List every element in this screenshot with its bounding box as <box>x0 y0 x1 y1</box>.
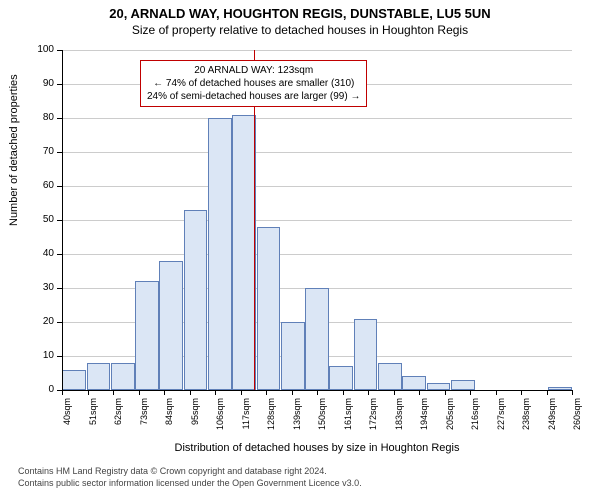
histogram-bar <box>184 210 208 390</box>
y-tick-label: 50 <box>28 214 54 225</box>
y-tick-label: 100 <box>28 44 54 55</box>
histogram-bar <box>305 288 329 390</box>
histogram-bar <box>87 363 111 390</box>
y-axis-label: Number of detached properties <box>8 210 20 226</box>
x-axis <box>62 390 572 391</box>
annotation-line2: ← 74% of detached houses are smaller (31… <box>147 77 360 90</box>
annotation-box: 20 ARNALD WAY: 123sqm ← 74% of detached … <box>140 60 367 107</box>
x-tick-label: 51sqm <box>88 398 98 438</box>
histogram-bar <box>62 370 86 390</box>
y-tick-label: 40 <box>28 248 54 259</box>
grid-line <box>62 254 572 255</box>
x-tick-label: 216sqm <box>470 398 480 438</box>
x-tick-label: 183sqm <box>394 398 404 438</box>
x-tick-label: 106sqm <box>215 398 225 438</box>
x-tick-label: 84sqm <box>164 398 174 438</box>
x-tick-label: 249sqm <box>547 398 557 438</box>
footer-line1: Contains HM Land Registry data © Crown c… <box>18 466 362 478</box>
histogram-bar <box>451 380 475 390</box>
x-tick-label: 194sqm <box>419 398 429 438</box>
histogram-bar <box>232 115 256 390</box>
x-axis-label: Distribution of detached houses by size … <box>62 442 572 454</box>
footer-line2: Contains public sector information licen… <box>18 478 362 490</box>
grid-line <box>62 152 572 153</box>
y-tick-label: 20 <box>28 316 54 327</box>
grid-line <box>62 118 572 119</box>
x-tick-label: 128sqm <box>266 398 276 438</box>
x-tick-label: 117sqm <box>241 398 251 438</box>
x-tick-label: 260sqm <box>572 398 582 438</box>
x-tick-label: 40sqm <box>62 398 72 438</box>
histogram-bar <box>111 363 135 390</box>
grid-line <box>62 186 572 187</box>
grid-line <box>62 50 572 51</box>
histogram-bar <box>135 281 159 390</box>
annotation-line1: 20 ARNALD WAY: 123sqm <box>147 64 360 77</box>
title-main: 20, ARNALD WAY, HOUGHTON REGIS, DUNSTABL… <box>0 0 600 21</box>
x-tick-label: 227sqm <box>496 398 506 438</box>
histogram-bar <box>159 261 183 390</box>
histogram-bar <box>354 319 378 390</box>
annotation-line3: 24% of semi-detached houses are larger (… <box>147 90 360 103</box>
x-tick-label: 161sqm <box>343 398 353 438</box>
histogram-bar <box>378 363 402 390</box>
histogram-bar <box>257 227 281 390</box>
histogram-bar <box>402 376 426 390</box>
x-tick-label: 73sqm <box>139 398 149 438</box>
title-sub: Size of property relative to detached ho… <box>0 21 600 37</box>
histogram-bar <box>281 322 305 390</box>
x-tick-label: 150sqm <box>317 398 327 438</box>
y-tick-label: 90 <box>28 78 54 89</box>
histogram-bar <box>427 383 451 390</box>
x-tick-label: 139sqm <box>292 398 302 438</box>
x-tick-label: 95sqm <box>190 398 200 438</box>
x-tick-label: 205sqm <box>445 398 455 438</box>
footer-attribution: Contains HM Land Registry data © Crown c… <box>18 466 362 489</box>
y-tick-label: 0 <box>28 384 54 395</box>
y-tick-label: 30 <box>28 282 54 293</box>
y-tick-label: 60 <box>28 180 54 191</box>
x-tick-label: 238sqm <box>521 398 531 438</box>
y-tick-label: 70 <box>28 146 54 157</box>
y-axis <box>62 50 63 390</box>
x-tick <box>572 390 573 395</box>
grid-line <box>62 220 572 221</box>
histogram-bar <box>329 366 353 390</box>
y-tick-label: 10 <box>28 350 54 361</box>
x-tick-label: 62sqm <box>113 398 123 438</box>
histogram-bar <box>208 118 232 390</box>
y-tick-label: 80 <box>28 112 54 123</box>
x-tick-label: 172sqm <box>368 398 378 438</box>
